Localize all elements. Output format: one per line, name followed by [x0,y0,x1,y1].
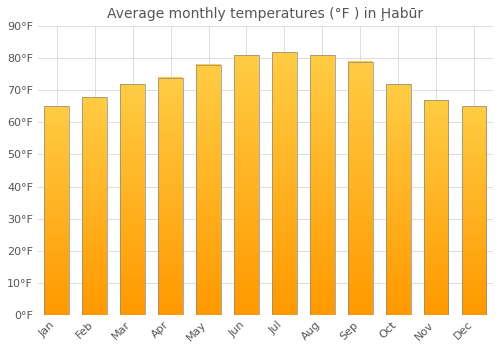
Bar [120,84,145,315]
Bar [348,62,372,315]
Bar [196,65,221,315]
Bar [272,52,296,315]
Bar [158,78,183,315]
Bar [158,78,183,315]
Bar [462,106,486,315]
Bar [82,97,107,315]
Bar [234,55,259,315]
Bar [386,84,410,315]
Bar [424,100,448,315]
Bar [120,84,145,315]
Bar [44,106,69,315]
Bar [272,52,296,315]
Bar [424,100,448,315]
Bar [348,62,372,315]
Bar [234,55,259,315]
Bar [310,55,334,315]
Bar [196,65,221,315]
Bar [44,106,69,315]
Title: Average monthly temperatures (°F ) in Ḩabūr: Average monthly temperatures (°F ) in Ḩa… [108,7,424,21]
Bar [462,106,486,315]
Bar [310,55,334,315]
Bar [386,84,410,315]
Bar [82,97,107,315]
